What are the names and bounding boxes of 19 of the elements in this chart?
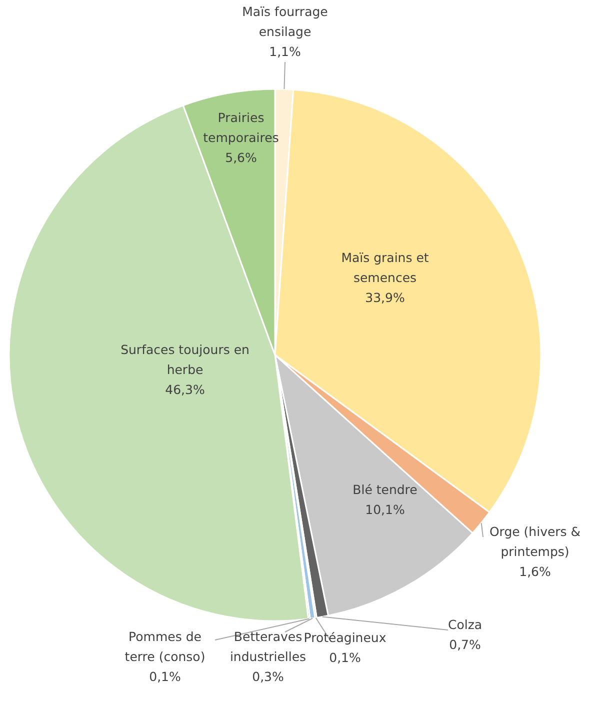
slice-label: Colza bbox=[448, 617, 482, 632]
data-label: 0,1% bbox=[149, 669, 181, 684]
data-label: 46,3% bbox=[165, 382, 205, 397]
data-label: 0,1% bbox=[329, 650, 361, 665]
slice-label: Maïs fourrage ensilage bbox=[242, 4, 328, 39]
data-label: 10,1% bbox=[365, 502, 405, 517]
data-label: 1,6% bbox=[519, 564, 551, 579]
slice-label: Pommes de terre (conso) bbox=[124, 629, 206, 664]
data-label: 0,3% bbox=[252, 669, 284, 684]
slice-label: Betteraves industrielles bbox=[230, 629, 306, 664]
data-label: 0,7% bbox=[449, 637, 481, 652]
slice-label: Protéagineux bbox=[304, 630, 386, 645]
slice-label: Surfaces toujours en herbe bbox=[120, 342, 250, 377]
slice-label: Blé tendre bbox=[352, 482, 418, 497]
slice-label: Maïs grains et semences bbox=[341, 250, 429, 285]
data-label: 1,1% bbox=[269, 44, 301, 59]
data-label: 5,6% bbox=[225, 150, 257, 165]
slice-label: Orge (hivers & printemps) bbox=[489, 524, 581, 559]
data-label: 33,9% bbox=[365, 290, 405, 305]
